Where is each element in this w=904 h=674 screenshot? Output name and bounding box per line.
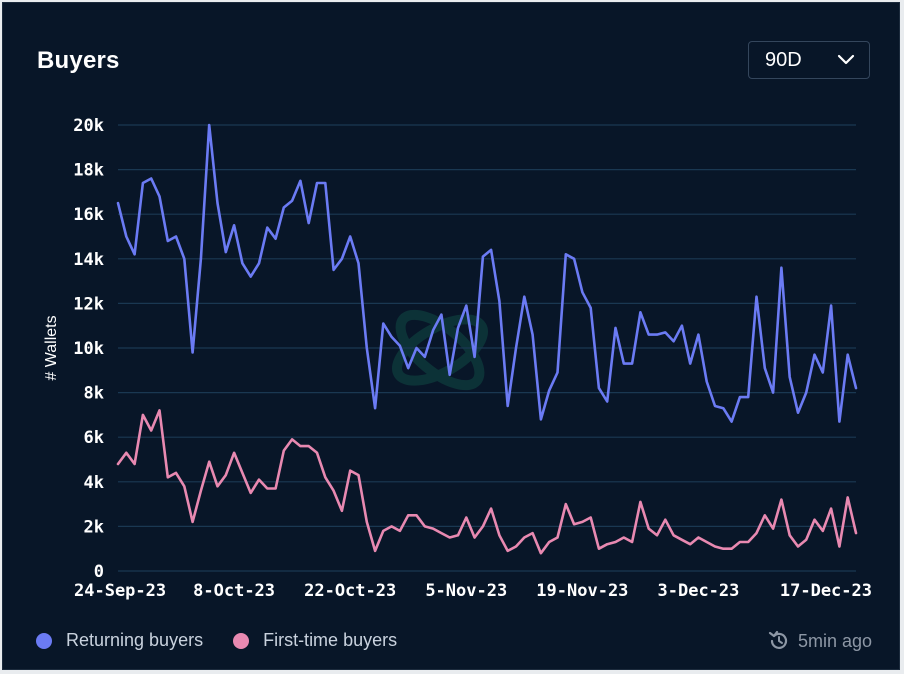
series-line-first-time-buyers[interactable] xyxy=(116,409,858,555)
series-line-returning-buyers[interactable] xyxy=(116,123,858,423)
x-axis-ticks: 24-Sep-23 8-Oct-23 22-Oct-23 5-Nov-23 19-Nov… xyxy=(74,581,872,601)
y-tick-label: 6k xyxy=(84,428,104,448)
chart-legend: Returning buyers First-time buyers xyxy=(36,630,427,651)
y-tick-label: 12k xyxy=(73,294,104,314)
chevron-down-icon xyxy=(837,54,855,65)
y-tick-label: 10k xyxy=(73,339,104,359)
y-tick-label: 4k xyxy=(84,473,104,493)
y-tick-label: 18k xyxy=(73,161,104,181)
y-tick-label: 8k xyxy=(84,384,104,404)
card-title: Buyers xyxy=(37,47,120,74)
legend-label-returning: Returning buyers xyxy=(66,630,204,650)
series-lines xyxy=(116,123,858,555)
y-tick-label: 0 xyxy=(94,562,104,582)
x-tick-label: 8-Oct-23 xyxy=(193,581,275,601)
y-axis-ticks: 0 2k 4k 6k 8k 10k 12k 14k 16k 18k 20k xyxy=(73,116,104,582)
x-tick-label: 24-Sep-23 xyxy=(74,581,166,601)
legend-item-first-time[interactable]: First-time buyers xyxy=(233,630,397,651)
legend-dot-returning xyxy=(36,632,52,649)
y-tick-label: 20k xyxy=(73,116,104,136)
last-updated: 5min ago xyxy=(768,630,872,652)
x-tick-label: 17-Dec-23 xyxy=(780,581,872,601)
x-tick-label: 22-Oct-23 xyxy=(304,581,396,601)
clock-refresh-icon xyxy=(768,630,788,649)
x-tick-label: 19-Nov-23 xyxy=(536,581,628,601)
y-axis-label: # Wallets xyxy=(43,315,60,380)
last-updated-text: 5min ago xyxy=(797,630,872,651)
x-tick-label: 3-Dec-23 xyxy=(658,581,740,601)
y-tick-label: 14k xyxy=(73,250,104,270)
range-value: 90D xyxy=(765,48,802,71)
y-tick-label: 2k xyxy=(84,517,104,537)
x-tick-label: 5-Nov-23 xyxy=(425,581,507,601)
grid-lines xyxy=(118,124,856,572)
legend-label-first-time: First-time buyers xyxy=(263,630,398,650)
legend-item-returning[interactable]: Returning buyers xyxy=(36,630,203,651)
range-dropdown[interactable]: 90D xyxy=(748,41,870,79)
y-tick-label: 16k xyxy=(73,205,104,225)
legend-dot-first-time xyxy=(233,632,250,649)
